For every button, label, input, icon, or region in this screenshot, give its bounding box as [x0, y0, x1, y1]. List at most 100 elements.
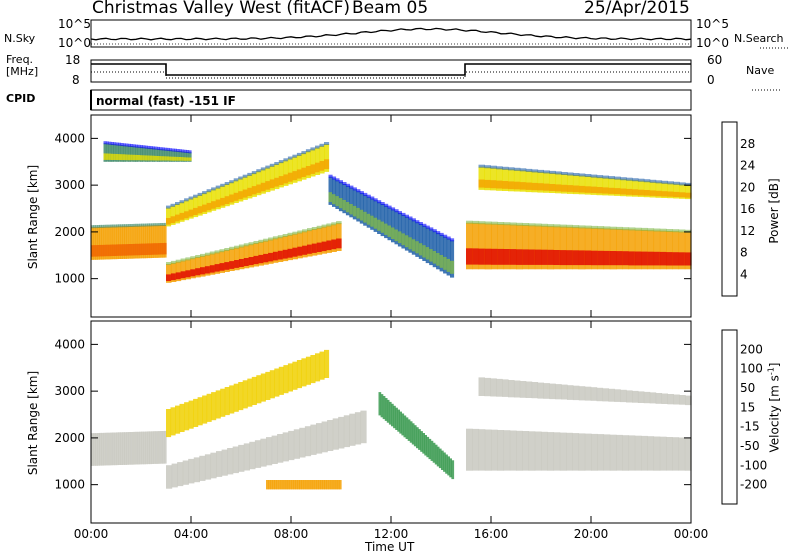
data-core-power-2-30: [301, 167, 307, 177]
data-cell-power-2-31: [305, 151, 311, 179]
data-edge-power-2-27: [287, 156, 293, 160]
data-cell-vel-1-30: [332, 418, 339, 450]
data-cell-vel-6-14: [295, 480, 298, 490]
data-edge-power-0-8: [107, 224, 111, 228]
data-cell-vel-3-35: [451, 460, 455, 480]
data-core-power-0-9: [109, 244, 113, 257]
data-cell-vel-3-30: [441, 450, 444, 470]
data-core-power-4-11: [366, 213, 371, 225]
freq-tick-bottom: 8: [72, 73, 80, 87]
data-edge-power-6-23: [614, 176, 621, 180]
data-cell-power-3-30: [176, 151, 180, 162]
data-cell-power-4-33: [443, 236, 448, 274]
data-edge-power-3-34: [186, 150, 190, 153]
data-cell-power-0-33: [159, 225, 163, 258]
data-edge-power-4-19: [394, 209, 399, 213]
data-core-power-2-33: [315, 162, 321, 173]
data-core-power-4-1: [332, 194, 337, 205]
data-cell-power-3-18: [147, 147, 151, 162]
data-edge-power-4-11: [366, 194, 371, 198]
data-cell-vel-6-19: [305, 480, 309, 490]
data-cell-vel-1-33: [349, 413, 356, 446]
data-core-power-0-8: [107, 244, 111, 257]
data-cell-vel-2-1: [170, 407, 176, 436]
data-cell-vel-2-8: [202, 395, 208, 424]
data-cell-vel-3-24: [428, 438, 432, 460]
data-cell-power-3-23: [159, 149, 163, 162]
data-edge-power-5-21: [597, 226, 605, 230]
data-core-power-5-16: [566, 250, 573, 266]
data-edge-power-3-3: [110, 142, 114, 145]
data-core-power-1-22: [272, 251, 279, 261]
data-cell-vel-2-30: [301, 358, 307, 387]
data-cell-vel-1-27: [316, 423, 323, 454]
data-core-power-2-6: [193, 207, 199, 215]
data-edge-power-5-27: [634, 227, 642, 231]
data-edge-power-4-25: [415, 220, 420, 224]
data-core-power-3-34: [186, 157, 190, 161]
data-cell-power-3-20: [152, 148, 156, 162]
data-cell-vel-2-14: [229, 385, 235, 414]
data-cell-vel-4-2: [478, 429, 486, 471]
data-cell-power-4-7: [352, 189, 357, 220]
data-cell-vel-0-31: [155, 431, 159, 464]
data-core-power-3-10: [127, 154, 131, 161]
data-edge-power-2-20: [256, 169, 262, 173]
data-core-power-6-32: [667, 191, 674, 197]
data-cell-power-3-26: [166, 149, 170, 162]
data-cell-vel-0-26: [145, 431, 148, 465]
data-core-power-1-13: [229, 261, 235, 269]
data-edge-power-2-11: [215, 185, 221, 189]
data-cell-vel-0-20: [132, 431, 136, 465]
data-edge-power-4-27: [422, 223, 427, 227]
data-core-power-4-12: [370, 215, 375, 227]
data-cell-power-0-25: [143, 225, 146, 259]
data-core-power-2-15: [233, 192, 239, 201]
data-core-power-4-25: [415, 241, 420, 254]
data-cell-power-2-7: [197, 194, 203, 216]
data-cell-power-3-11: [130, 146, 134, 162]
data-edge-power-5-13: [547, 224, 555, 228]
data-cell-vel-5-29: [649, 392, 657, 404]
data-cell-power-4-17: [387, 207, 392, 241]
data-cell-power-2-28: [292, 156, 298, 183]
data-cell-power-6-12: [549, 172, 556, 193]
data-core-power-6-1: [484, 179, 491, 188]
data-cell-vel-5-35: [685, 395, 692, 406]
data-cell-vel-0-8: [107, 432, 111, 466]
data-cell-vel-2-21: [260, 373, 266, 402]
data-cell-power-5-5: [497, 224, 505, 270]
data-cell-power-0-7: [105, 226, 109, 260]
data-core-power-0-32: [157, 243, 161, 255]
data-core-power-6-33: [673, 191, 680, 197]
data-core-power-5-24: [616, 251, 623, 266]
data-cell-power-5-14: [553, 226, 561, 270]
data-cell-power-4-31: [436, 233, 441, 270]
data-cell-power-4-15: [380, 204, 385, 237]
data-cell-power-3-5: [115, 144, 119, 162]
data-cell-power-1-14: [234, 247, 240, 271]
data-cell-power-5-10: [528, 225, 536, 270]
cpid-text: normal (fast) -151 IF: [96, 94, 236, 108]
data-edge-power-6-29: [649, 179, 657, 183]
data-edge-power-5-25: [622, 227, 630, 231]
data-cell-power-5-16: [566, 226, 573, 270]
data-cell-power-1-27: [297, 232, 303, 259]
data-edge-power-3-6: [118, 142, 122, 146]
data-cell-vel-6-15: [297, 480, 300, 490]
data-core-power-5-4: [491, 248, 498, 265]
data-edge-power-0-15: [122, 224, 125, 228]
data-core-power-1-28: [302, 245, 308, 255]
data-core-power-4-9: [359, 209, 364, 221]
data-edge-power-6-24: [620, 177, 627, 181]
data-edge-power-6-2: [490, 165, 497, 169]
data-cell-vel-4-22: [603, 434, 611, 471]
data-cell-vel-4-7: [509, 430, 517, 471]
data-edge-power-1-18: [253, 241, 259, 244]
data-core-power-4-6: [349, 204, 354, 215]
data-core-power-3-16: [142, 155, 146, 161]
data-cell-vel-0-19: [130, 432, 134, 465]
velocity-colorbar-tick-5: -50: [740, 439, 760, 453]
data-core-power-0-27: [147, 243, 150, 255]
data-cell-power-3-21: [154, 148, 158, 162]
